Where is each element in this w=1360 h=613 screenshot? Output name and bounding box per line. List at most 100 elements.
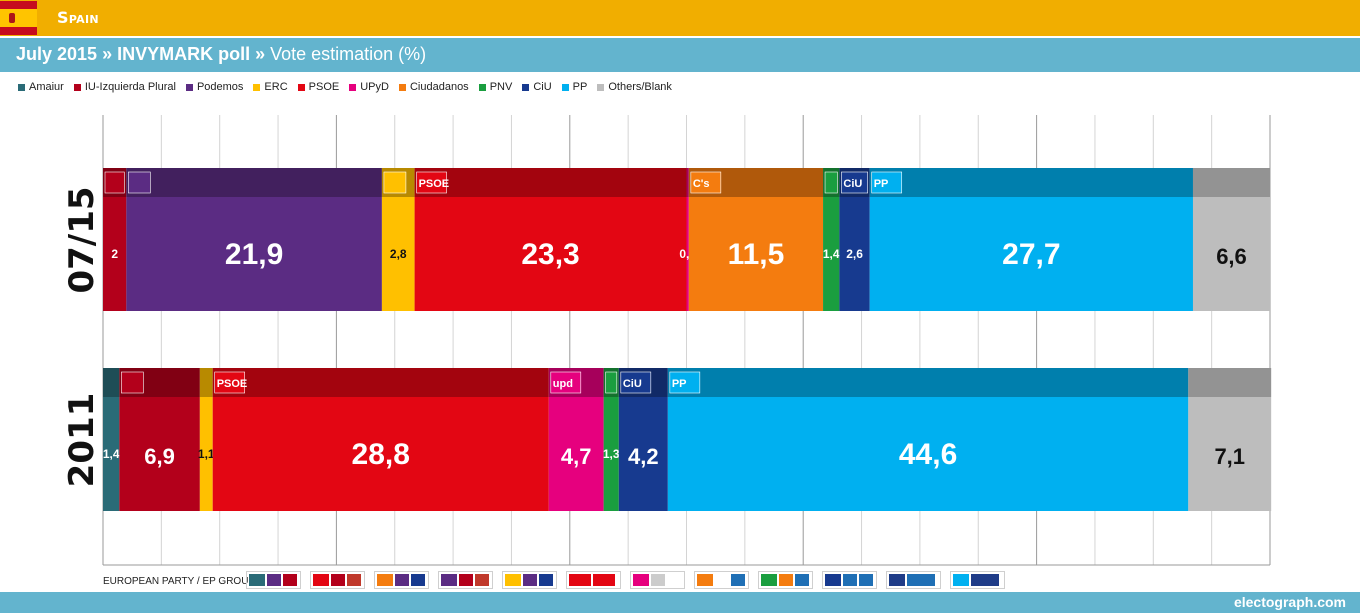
party-logo-text: PSOE <box>217 378 248 390</box>
ep-pes-icon <box>566 571 621 589</box>
party-logo-text: CiU <box>623 378 642 390</box>
party-logo-icon <box>104 171 125 194</box>
chart-title: July 2015 » INVYMARK poll » Vote estimat… <box>16 44 426 65</box>
legend-label: PSOE <box>308 81 340 93</box>
data-label: 6,6 <box>1216 244 1247 269</box>
ep-upyd-icon <box>630 571 685 589</box>
bar-pp <box>869 197 1193 311</box>
party-logo-icon <box>824 171 838 194</box>
bar-upyd <box>548 397 604 511</box>
legend-swatch <box>561 83 569 91</box>
ep-epp-icon <box>886 571 941 589</box>
party-logo-text: PP <box>874 178 889 190</box>
row-label-2011: 2011 <box>62 392 102 487</box>
party-logo-text: C's <box>693 178 710 190</box>
legend-label: PP <box>572 81 588 93</box>
bar-others-blank <box>1188 397 1272 511</box>
data-label: 6,9 <box>144 444 175 469</box>
chart-title-rest: Vote estimation (%) <box>265 44 427 64</box>
legend-swatch <box>185 83 193 91</box>
ep-pp-icon <box>950 571 1005 589</box>
bar-upyd <box>686 197 689 311</box>
bar-header-amaiur <box>103 368 120 397</box>
spain-flag-icon <box>0 1 37 35</box>
legend-label: Ciudadanos <box>409 81 469 93</box>
bar-ciudadanos <box>688 197 824 311</box>
ep-podemos-icon <box>438 571 493 589</box>
data-label: 27,7 <box>1002 238 1060 271</box>
bar-header-pp <box>667 368 1189 397</box>
data-label: 23,3 <box>521 238 579 271</box>
data-label: 21,9 <box>225 238 283 271</box>
chart-legend: Amaiur IU-Izquierda Plural Podemos ERC PSOE U… <box>18 80 682 94</box>
ep-group-label: EUROPEAN PARTY / EP GROUP: <box>103 576 258 587</box>
legend-label: Podemos <box>196 81 244 93</box>
country-name: Spain <box>57 8 99 27</box>
data-label: 4,7 <box>561 444 592 469</box>
bar-iu-izquierda-plural <box>119 397 200 511</box>
party-logo-icon <box>128 171 151 194</box>
legend-label: ERC <box>264 81 288 93</box>
bar-header-psoe <box>414 168 687 197</box>
data-label: 1,4 <box>103 447 120 461</box>
ep-gue-icon <box>310 571 365 589</box>
bar-psoe <box>212 397 549 511</box>
party-logo-icon <box>871 171 903 194</box>
bar-others-blank <box>1192 197 1270 311</box>
ep-group-logos <box>246 571 1014 589</box>
data-label: 2 <box>111 247 118 261</box>
data-label: 2,8 <box>390 247 407 261</box>
ep-pnv-icon <box>758 571 813 589</box>
legend-item: PSOE <box>297 81 340 93</box>
legend-item: ERC <box>253 81 288 93</box>
party-logo-icon <box>620 371 652 394</box>
bar-header-podemos <box>126 168 382 197</box>
legend-item: Ciudadanos <box>398 81 469 93</box>
legend-swatch <box>73 83 81 91</box>
bar-header-pp <box>869 168 1193 197</box>
data-label: 1,3 <box>603 447 620 461</box>
title-bar: July 2015 » INVYMARK poll » Vote estimat… <box>0 38 1360 72</box>
bar-header-psoe <box>212 368 549 397</box>
legend-swatch <box>297 83 305 91</box>
ep-greens-icon <box>374 571 429 589</box>
data-label: 7,1 <box>1214 444 1245 469</box>
legend-label: CiU <box>533 81 552 93</box>
legend-item: Amaiur <box>18 81 64 93</box>
legend-label: Amaiur <box>29 81 64 93</box>
bar-podemos <box>126 197 382 311</box>
chart-title-bold: July 2015 » INVYMARK poll » <box>16 44 266 64</box>
party-logo-text: CiU <box>843 178 862 190</box>
legend-item: PNV <box>478 81 513 93</box>
data-label: 11,5 <box>728 238 785 271</box>
party-logo-icon <box>690 171 722 194</box>
bar-ciu <box>618 397 668 511</box>
bar-pp <box>667 397 1189 511</box>
legend-label: UPyD <box>360 81 389 93</box>
data-label: 4,2 <box>628 444 659 469</box>
footer-bar: electograph.com <box>0 592 1360 613</box>
source-credit: electograph.com <box>1233 594 1346 610</box>
party-logo-icon <box>121 371 144 394</box>
legend-item: Podemos <box>185 81 244 93</box>
legend-swatch <box>478 83 486 91</box>
bar-psoe <box>414 197 687 311</box>
bar-erc <box>199 397 213 511</box>
bar-pnv <box>823 197 840 311</box>
party-logo-icon <box>416 171 447 194</box>
bar-header-erc <box>199 368 213 397</box>
legend-label: Others/Blank <box>608 81 672 93</box>
ep-ciu-icon <box>822 571 877 589</box>
ep-efa-icon <box>246 571 301 589</box>
legend-swatch <box>597 83 605 91</box>
legend-swatch <box>522 83 530 91</box>
legend-item: PP <box>561 81 588 93</box>
ep-erc-icon <box>502 571 557 589</box>
legend-label: PNV <box>489 81 513 93</box>
bar-erc <box>381 197 415 311</box>
legend-item: CiU <box>522 81 552 93</box>
legend-swatch <box>253 83 261 91</box>
legend-swatch <box>349 83 357 91</box>
legend-label: IU-Izquierda Plural <box>84 81 176 93</box>
bar-pnv <box>603 397 619 511</box>
